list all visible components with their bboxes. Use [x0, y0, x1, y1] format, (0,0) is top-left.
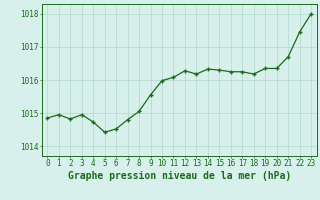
- X-axis label: Graphe pression niveau de la mer (hPa): Graphe pression niveau de la mer (hPa): [68, 171, 291, 181]
